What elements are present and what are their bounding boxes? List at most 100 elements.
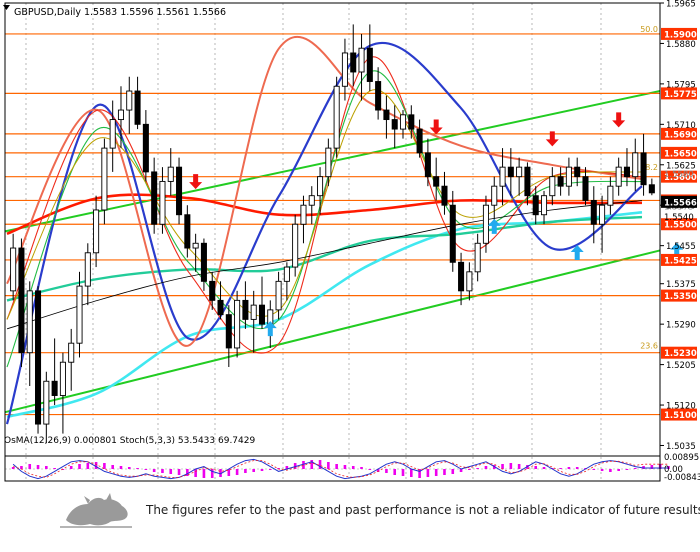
moving-average-line [5,41,643,425]
down-arrow-icon [429,119,443,135]
candle [35,286,42,434]
osma-bar [418,469,421,478]
candle [416,119,423,158]
osc-tick-label: 0.00895 [664,453,699,463]
candle [109,100,116,172]
osma-bar [53,468,56,469]
candle-body [590,200,597,225]
candle [640,133,647,196]
osma-bar [260,469,264,471]
level-label: 1.5775 [664,90,697,100]
osma-bar [368,469,372,470]
price-tick-label: 1.5035 [666,442,696,452]
osma-bar [650,465,654,469]
candle [317,167,324,215]
osma-bar [285,466,289,469]
candle [574,157,581,187]
candle [565,157,572,196]
candle-body [68,342,75,363]
candle-body [383,109,390,121]
osma-bar [600,469,604,471]
candle [101,138,108,225]
candle [474,233,481,282]
candle [549,167,556,206]
candle-body [524,166,531,197]
osma-bar [244,469,247,473]
candle-body [607,185,614,206]
candle-body [300,204,307,225]
candle-body [599,204,606,225]
footer: The figures refer to the past and past p… [0,482,700,552]
osma-bar [94,462,98,469]
candle-body [292,223,299,268]
candle-body [151,171,158,225]
candle [341,38,348,101]
candle-body [507,166,514,178]
candle-body [466,271,473,292]
candle [623,148,630,187]
candle-body [532,195,539,216]
osma-bar [501,464,504,469]
level-tag [661,87,697,100]
candle-body [623,166,630,178]
candle [491,176,498,225]
candle [209,271,216,310]
current-price-tag [661,195,697,208]
level-label: 1.5350 [664,292,697,302]
candle-body [565,166,572,187]
candle [333,76,340,158]
candle [499,148,506,206]
candle [582,167,589,206]
chart-canvas[interactable]: 50.038.223.6 1.59651.58801.57951.57101.5… [0,0,700,496]
osma-bar [376,469,380,472]
candle-body [18,247,25,354]
candle [308,186,315,225]
candle-body [200,242,207,282]
candle [176,157,183,225]
moving-average-line [6,70,643,368]
oscillator-panel [5,458,670,480]
osma-bar [484,466,488,469]
candle [234,290,241,358]
osma-bar [111,465,114,469]
candle [399,110,407,139]
osma-bar [434,469,438,476]
osma-bar [103,463,106,469]
osc-tick-label: 0.00 [664,465,683,475]
candle [59,352,66,434]
fib-label: 23.6 [640,341,658,350]
stoch-signal-line [12,460,669,478]
candle-body [126,90,133,111]
candle [167,148,174,196]
candle-body [640,152,647,186]
candle-body [516,166,523,178]
candle-body [217,299,224,316]
price-tick-label: 1.5205 [666,361,696,371]
candle-body [632,152,639,178]
osma-bar [136,468,139,469]
candles [10,24,655,444]
candle-body [142,123,149,173]
price-tick-label: 1.5795 [666,80,696,90]
osma-bar [302,461,305,469]
osma-bar [476,468,479,469]
symbol-info: GBPUSD,Daily 1.5583 1.5596 1.5561 1.5566 [14,7,226,18]
candle-body [26,290,33,354]
candle-body [225,314,232,349]
candle-body [615,166,622,187]
level-tag [661,253,697,266]
collapse-triangle-icon[interactable] [3,5,10,10]
axis-extra-label: 1.5580 [664,170,694,180]
candle-body [159,180,166,225]
candle [408,105,415,139]
candle-body [499,166,506,187]
osma-bar [625,469,629,470]
level-tag [661,170,697,183]
candle-body [408,114,415,130]
candle [424,138,431,187]
osma-bar [252,469,255,472]
up-arrow-icon [570,245,584,261]
osma-bar [36,465,40,469]
down-arrow-icon [189,174,203,190]
